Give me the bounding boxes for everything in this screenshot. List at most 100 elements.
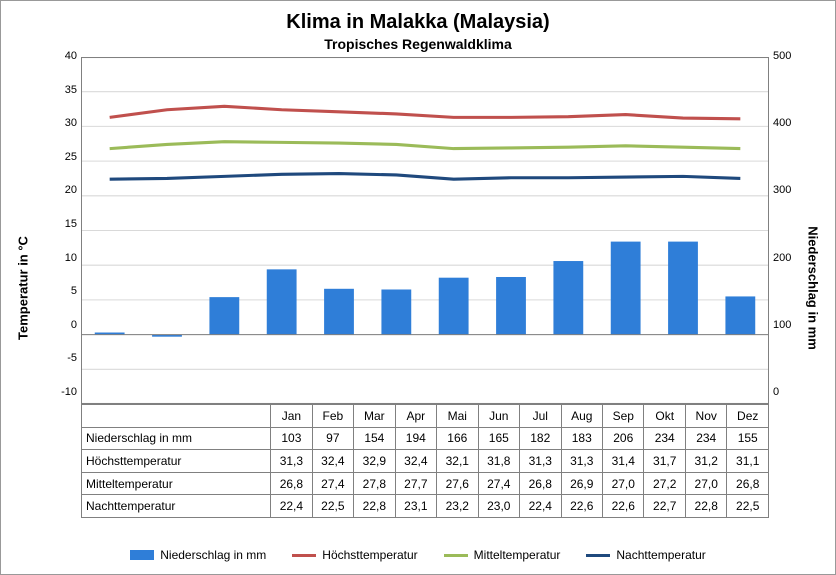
table-cell: 32,4: [312, 450, 353, 473]
table-cell: 234: [685, 427, 726, 450]
table-cell: 26,8: [271, 472, 312, 495]
table-cell: 32,1: [437, 450, 478, 473]
table-month-header: Mai: [437, 405, 478, 428]
y-axis-right-label: Niederschlag in mm: [806, 208, 821, 368]
y-left-tick: 5: [55, 285, 77, 297]
data-table: JanFebMarAprMaiJunJulAugSepOktNovDez Nied…: [81, 404, 769, 518]
table-cell: 27,0: [685, 472, 726, 495]
table-cell: 31,3: [271, 450, 312, 473]
table-month-header: Nov: [685, 405, 726, 428]
y-right-tick: 300: [773, 184, 801, 196]
table-cell: 27,4: [312, 472, 353, 495]
plot-region: [81, 57, 769, 404]
table-cell: 155: [727, 427, 769, 450]
y-axis-left-label: Temperatur in °C: [16, 218, 31, 358]
y-left-tick: 25: [55, 151, 77, 163]
table-cell: 31,3: [520, 450, 561, 473]
y-left-tick: 30: [55, 117, 77, 129]
table-month-header: Jul: [520, 405, 561, 428]
y-left-tick: -10: [55, 386, 77, 398]
table-cell: 22,7: [644, 495, 685, 518]
table-cell: 31,7: [644, 450, 685, 473]
y-right-tick: 500: [773, 50, 801, 62]
table-month-header: Mar: [354, 405, 395, 428]
legend: Niederschlag in mm Höchsttemperatur Mittel…: [1, 548, 835, 562]
table-cell: 166: [437, 427, 478, 450]
table-month-header: Sep: [603, 405, 644, 428]
table-cell: 22,5: [727, 495, 769, 518]
legend-item: Höchsttemperatur: [292, 548, 417, 562]
chart-title: Klima in Malakka (Malaysia): [1, 1, 835, 34]
table-cell: 165: [478, 427, 519, 450]
chart-svg: [81, 57, 769, 404]
y-left-tick: 35: [55, 84, 77, 96]
table-cell: 22,4: [271, 495, 312, 518]
y-left-tick: 15: [55, 218, 77, 230]
table-cell: 22,5: [312, 495, 353, 518]
bar-swatch-icon: [130, 550, 154, 560]
legend-label: Mitteltemperatur: [474, 548, 561, 562]
table-cell: 22,6: [603, 495, 644, 518]
table-cell: 23,1: [395, 495, 436, 518]
table-cell: 27,7: [395, 472, 436, 495]
table-corner: [82, 405, 271, 428]
table-cell: 27,4: [478, 472, 519, 495]
line-swatch-icon: [292, 554, 316, 557]
line-swatch-icon: [586, 554, 610, 557]
legend-label: Niederschlag in mm: [160, 548, 266, 562]
line-swatch-icon: [444, 554, 468, 557]
table-cell: 26,8: [727, 472, 769, 495]
table-month-header: Okt: [644, 405, 685, 428]
table-cell: 22,8: [685, 495, 726, 518]
table-cell: 234: [644, 427, 685, 450]
y-right-tick: 100: [773, 319, 801, 331]
y-right-tick: 0: [773, 386, 801, 398]
y-left-tick: 0: [55, 319, 77, 331]
y-left-tick: -5: [55, 352, 77, 364]
table-cell: 27,0: [603, 472, 644, 495]
y-right-tick: 400: [773, 117, 801, 129]
legend-label: Höchsttemperatur: [322, 548, 417, 562]
y-left-tick: 10: [55, 252, 77, 264]
table-cell: 27,2: [644, 472, 685, 495]
table-cell: 22,6: [561, 495, 602, 518]
legend-item: Nachttemperatur: [586, 548, 705, 562]
table-cell: 22,4: [520, 495, 561, 518]
table-row-header: Nachttemperatur: [82, 495, 271, 518]
table-month-header: Aug: [561, 405, 602, 428]
table-cell: 26,8: [520, 472, 561, 495]
table-month-header: Jan: [271, 405, 312, 428]
chart-subtitle: Tropisches Regenwaldklima: [1, 34, 835, 52]
table-month-header: Feb: [312, 405, 353, 428]
table-cell: 194: [395, 427, 436, 450]
y-left-tick: 40: [55, 50, 77, 62]
table-month-header: Apr: [395, 405, 436, 428]
legend-item: Mitteltemperatur: [444, 548, 561, 562]
y-left-tick: 20: [55, 184, 77, 196]
table-cell: 182: [520, 427, 561, 450]
table-cell: 27,8: [354, 472, 395, 495]
table-cell: 97: [312, 427, 353, 450]
table-cell: 31,4: [603, 450, 644, 473]
table-row-header: Niederschlag in mm: [82, 427, 271, 450]
table-month-header: Dez: [727, 405, 769, 428]
legend-label: Nachttemperatur: [616, 548, 705, 562]
table-cell: 32,4: [395, 450, 436, 473]
table-cell: 32,9: [354, 450, 395, 473]
table-row-header: Mitteltemperatur: [82, 472, 271, 495]
chart-area: Temperatur in °C Niederschlag in mm JanF…: [19, 57, 817, 518]
table-cell: 22,8: [354, 495, 395, 518]
table-cell: 31,2: [685, 450, 726, 473]
table-cell: 206: [603, 427, 644, 450]
table-month-header: Jun: [478, 405, 519, 428]
legend-item: Niederschlag in mm: [130, 548, 266, 562]
table-cell: 23,2: [437, 495, 478, 518]
y-right-tick: 200: [773, 252, 801, 264]
table-row-header: Höchsttemperatur: [82, 450, 271, 473]
table-cell: 27,6: [437, 472, 478, 495]
table-cell: 31,8: [478, 450, 519, 473]
table-cell: 183: [561, 427, 602, 450]
table-cell: 23,0: [478, 495, 519, 518]
table-cell: 26,9: [561, 472, 602, 495]
table-cell: 154: [354, 427, 395, 450]
